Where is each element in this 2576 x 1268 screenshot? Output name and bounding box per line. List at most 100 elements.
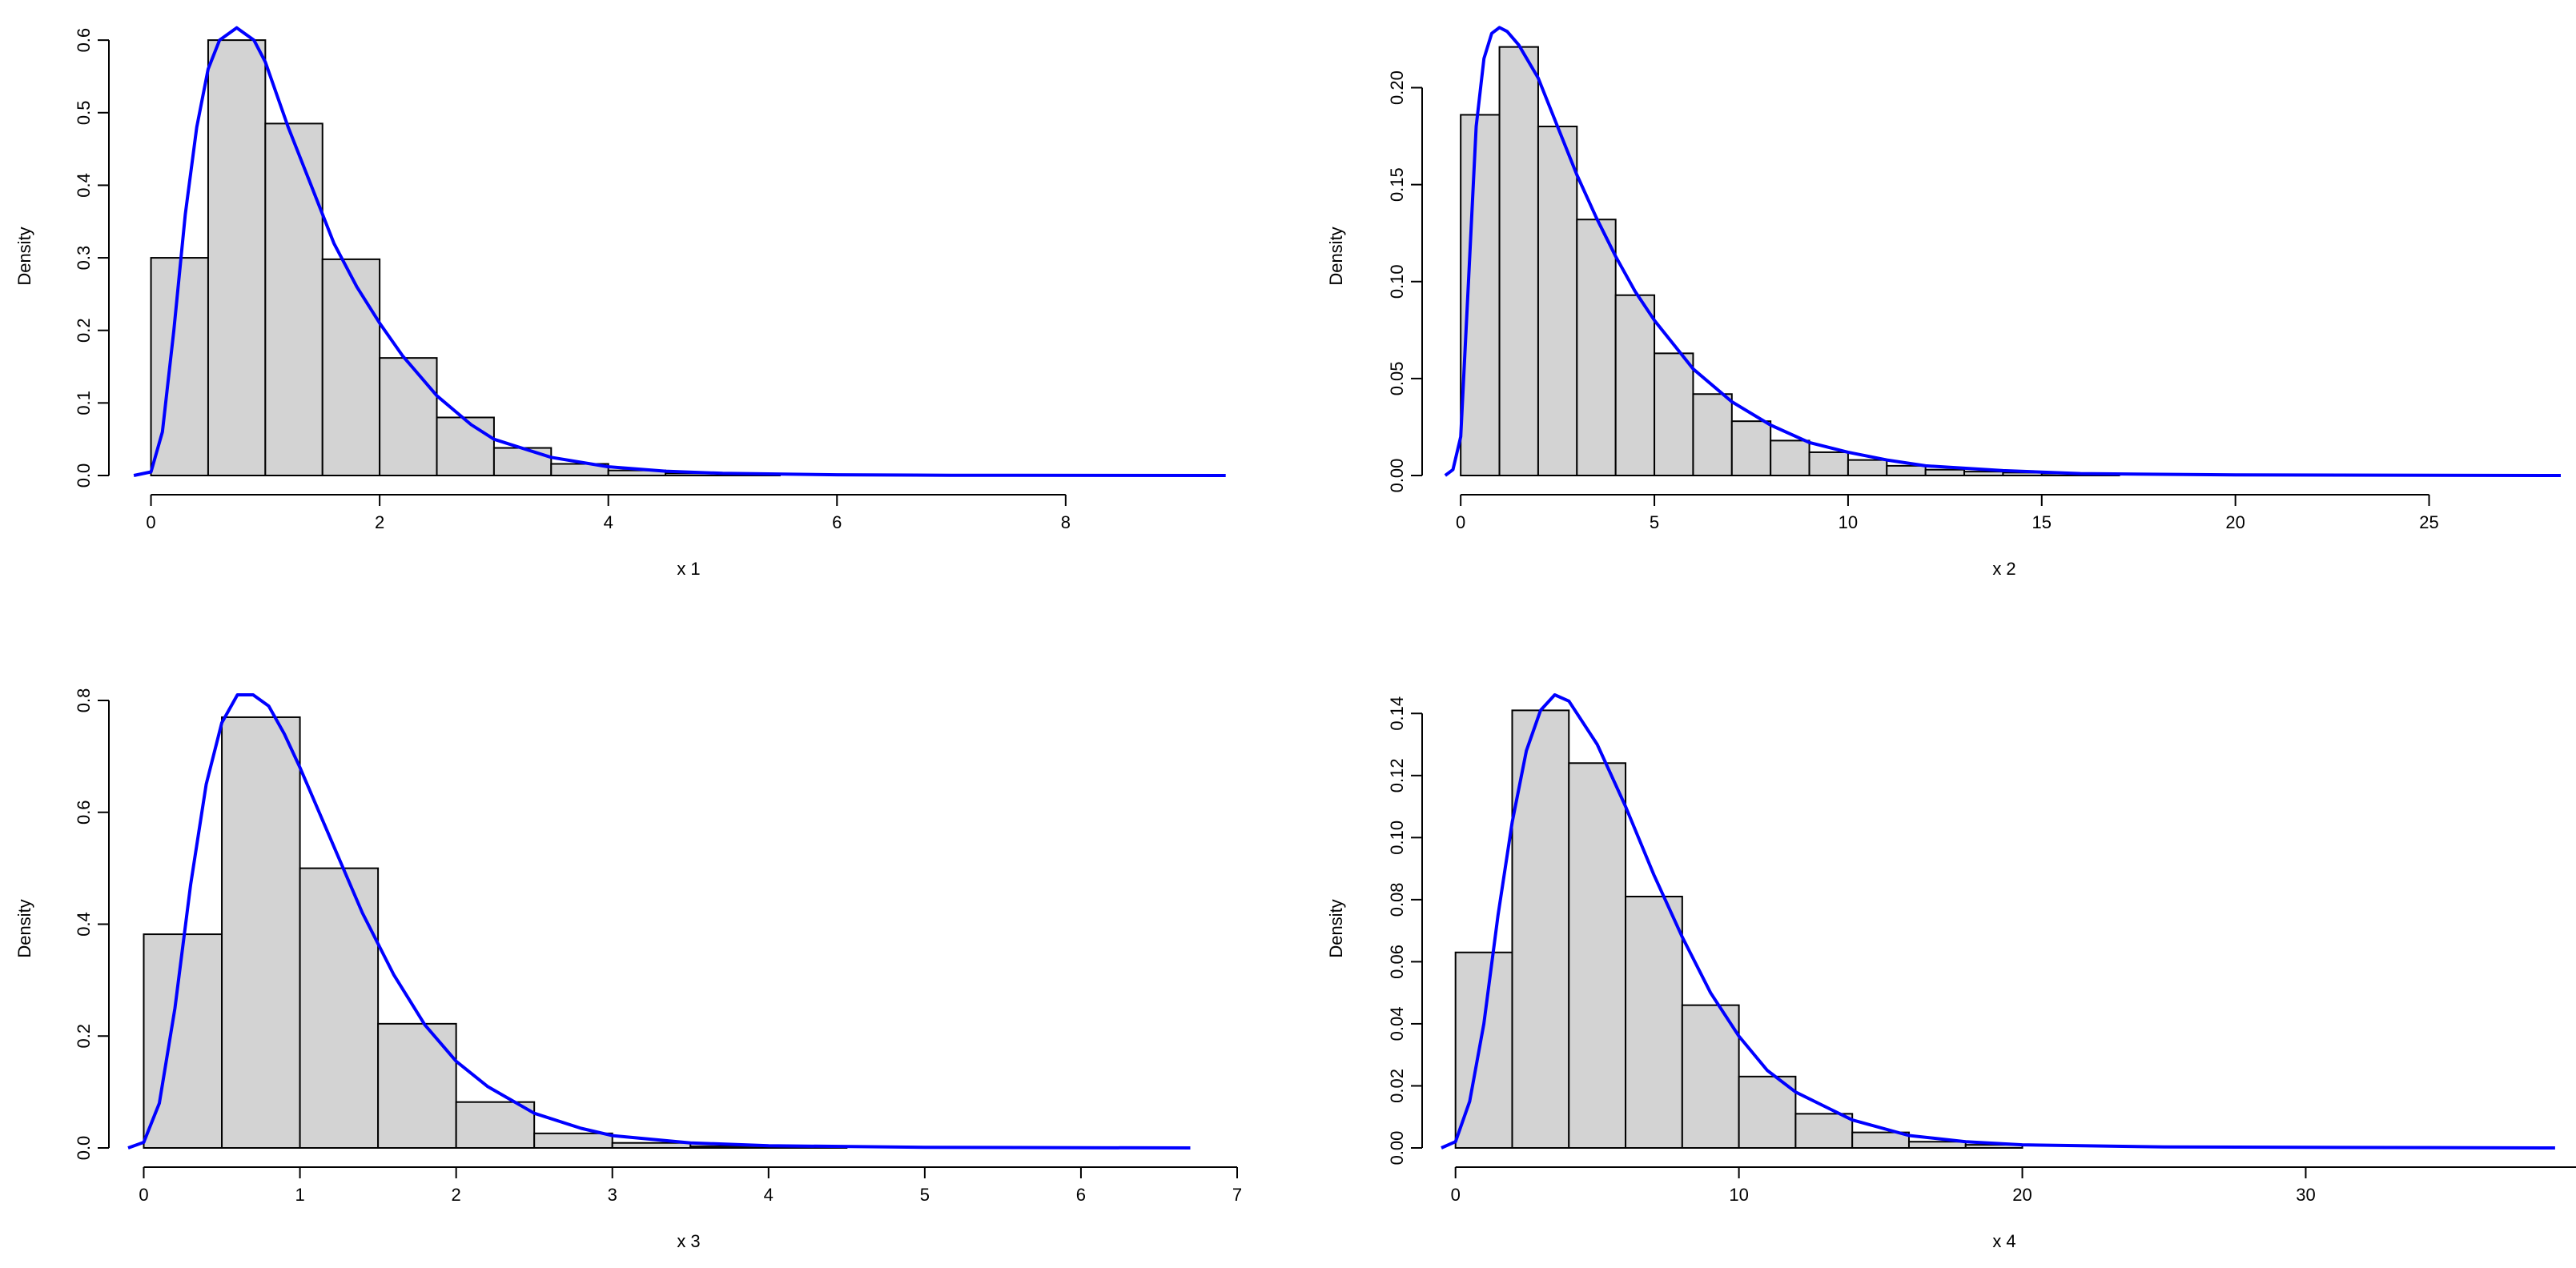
panel-3-ylabel: Density: [14, 899, 34, 957]
panel-2: Density x 2 0 5 10 15 20 25 0.00 0.05 0.10 0.15 0.…: [1326, 26, 2562, 579]
panel-4: Density x 4 0102030400.000.020.040.060.0…: [1326, 693, 2576, 1251]
panel-2-bar-3: [1576, 219, 1617, 476]
panel-3: Density x 3 0 1 2 3 4 5 6 7 0.0 0.2 0.4 0.6 0.8: [14, 688, 1242, 1251]
panel-4-y-tick-label-5: 0.10: [1387, 821, 1407, 855]
panel-1-x-tick-label-2: 4: [604, 512, 613, 532]
panel-2-bar-2: [1537, 125, 1578, 476]
panel-2-bar-4: [1614, 294, 1656, 476]
panel-4-y-tick-label-6: 0.12: [1387, 758, 1407, 792]
panel-4-bar-7: [1851, 1131, 1910, 1150]
panel-2-y-tick-label-0: 0.00: [1387, 459, 1407, 493]
panel-3-y-tick-label-1: 0.2: [74, 1024, 94, 1049]
panel-1-plot: 0 2 4 6 8 0.0 0.1 0.2 0.3 0.4 0.5 0.6: [74, 26, 1226, 532]
panel-2-plot: 0 5 10 15 20 25 0.00 0.05 0.10 0.15 0.20: [1387, 26, 2562, 532]
panel-3-y-tick-label-0: 0.0: [74, 1136, 94, 1161]
panel-2-bar-9: [1808, 451, 1849, 476]
panel-3-plot: 0 1 2 3 4 5 6 7 0.0 0.2 0.4 0.6 0.8: [74, 688, 1242, 1205]
panel-2-ylabel: Density: [1326, 227, 1346, 285]
panel-3-x-tick-label-5: 5: [920, 1185, 930, 1205]
panel-3-x-tick-label-2: 2: [452, 1185, 461, 1205]
panel-1-xlabel: x 1: [677, 559, 700, 579]
panel-4-ylabel: Density: [1326, 899, 1346, 957]
panel-2-x-tick-label-5: 25: [2419, 512, 2438, 532]
panel-1-y-tick-label-6: 0.6: [74, 28, 94, 53]
panel-1-y-tick-label-5: 0.5: [74, 100, 94, 125]
panel-3-x-tick-label-4: 4: [764, 1185, 774, 1205]
panel-2-x-tick-label-1: 5: [1650, 512, 1659, 532]
panel-2-x-tick-label-3: 15: [2032, 512, 2052, 532]
panel-4-plot: 0102030400.000.020.040.060.080.100.120.1…: [1387, 693, 2576, 1205]
panel-4-y-tick-label-2: 0.04: [1387, 1007, 1407, 1041]
panel-1-ylabel: Density: [14, 227, 34, 285]
panel-4-bar-2: [1568, 762, 1627, 1149]
panel-2-bar-0: [1460, 114, 1501, 476]
panel-1-x-tick-label-0: 0: [146, 512, 155, 532]
panel-3-x-tick-label-3: 3: [608, 1185, 617, 1205]
panel-1-y-tick-label-2: 0.2: [74, 318, 94, 343]
panel-2-bar-12: [1924, 468, 1966, 477]
panel-4-y-tick-label-3: 0.06: [1387, 945, 1407, 979]
panel-3-density-curve: [127, 693, 1191, 1150]
panel-2-xlabel: x 2: [1992, 559, 2015, 579]
panel-1-y-tick-label-3: 0.3: [74, 246, 94, 271]
panel-2-x-tick-label-0: 0: [1456, 512, 1465, 532]
panel-4-x-tick-label-3: 30: [2296, 1185, 2315, 1205]
panel-4-y-tick-label-4: 0.08: [1387, 882, 1407, 917]
panel-2-bar-10: [1847, 459, 1888, 476]
panel-4-density-curve: [1441, 693, 2555, 1150]
panel-2-density-curve: [1444, 26, 2562, 477]
panel-1-bar-4: [379, 357, 438, 476]
panel-3-bar-3: [377, 1022, 457, 1149]
panel-1-x-tick-label-4: 8: [1061, 512, 1071, 532]
panel-4-x-tick-label-2: 20: [2012, 1185, 2031, 1205]
panel-4-bar-3: [1625, 895, 1683, 1150]
panel-3-y-tick-label-4: 0.8: [74, 688, 94, 713]
panel-3-bar-1: [221, 716, 301, 1149]
panel-3-bar-5: [533, 1132, 613, 1150]
panel-3-x-tick-label-6: 6: [1076, 1185, 1086, 1205]
panel-3-xlabel: x 3: [677, 1231, 700, 1251]
panel-2-y-tick-label-2: 0.10: [1387, 264, 1407, 299]
panel-2-y-tick-label-3: 0.15: [1387, 167, 1407, 202]
panel-4-xlabel: x 4: [1992, 1231, 2015, 1251]
panel-2-bar-13: [1963, 471, 2004, 476]
panel-4-bar-8: [1907, 1141, 1967, 1150]
panel-3-y-tick-label-2: 0.4: [74, 912, 94, 937]
panel-4-bar-4: [1681, 1004, 1740, 1150]
panel-2-bar-8: [1770, 439, 1810, 476]
panel-2-y-tick-label-1: 0.05: [1387, 361, 1407, 395]
panel-3-x-tick-label-7: 7: [1232, 1185, 1242, 1205]
panel-3-bar-6: [611, 1142, 692, 1149]
panel-4-y-tick-label-7: 0.14: [1387, 696, 1407, 731]
panel-2-bar-11: [1886, 464, 1927, 477]
panel-4-y-tick-label-1: 0.02: [1387, 1069, 1407, 1103]
panel-2-y-tick-label-4: 0.20: [1387, 70, 1407, 105]
panel-3-bar-4: [455, 1101, 536, 1150]
panel-1-bar-2: [264, 122, 324, 476]
panel-1-bar-5: [436, 416, 495, 477]
panel-3-y-tick-label-3: 0.6: [74, 800, 94, 825]
panel-3-bar-2: [299, 867, 380, 1150]
panel-1-bar-1: [207, 39, 267, 477]
panel-4-bar-5: [1738, 1075, 1797, 1149]
panel-2-bar-7: [1730, 420, 1772, 477]
panel-3-x-tick-label-0: 0: [139, 1185, 148, 1205]
panel-2-bar-6: [1692, 393, 1733, 476]
panel-1-bar-6: [492, 447, 553, 476]
panel-1-y-tick-label-0: 0.0: [74, 463, 94, 488]
panel-4-x-tick-label-1: 10: [1729, 1185, 1748, 1205]
panel-1-x-tick-label-1: 2: [375, 512, 384, 532]
panel-2-bar-5: [1654, 352, 1694, 477]
panel-1-x-tick-label-3: 6: [832, 512, 842, 532]
panel-4-y-tick-label-0: 0.00: [1387, 1131, 1407, 1166]
panel-4-bar-6: [1794, 1113, 1854, 1150]
panel-1-bar-3: [321, 258, 381, 476]
panel-4-bar-1: [1511, 709, 1570, 1149]
panel-1-y-tick-label-1: 0.1: [74, 391, 94, 415]
panel-2-x-tick-label-2: 10: [1839, 512, 1858, 532]
panel-2-x-tick-label-4: 20: [2225, 512, 2244, 532]
panel-1-y-tick-label-4: 0.4: [74, 173, 94, 198]
panel-3-x-tick-label-1: 1: [295, 1185, 304, 1205]
panel-2-bar-1: [1498, 46, 1539, 477]
